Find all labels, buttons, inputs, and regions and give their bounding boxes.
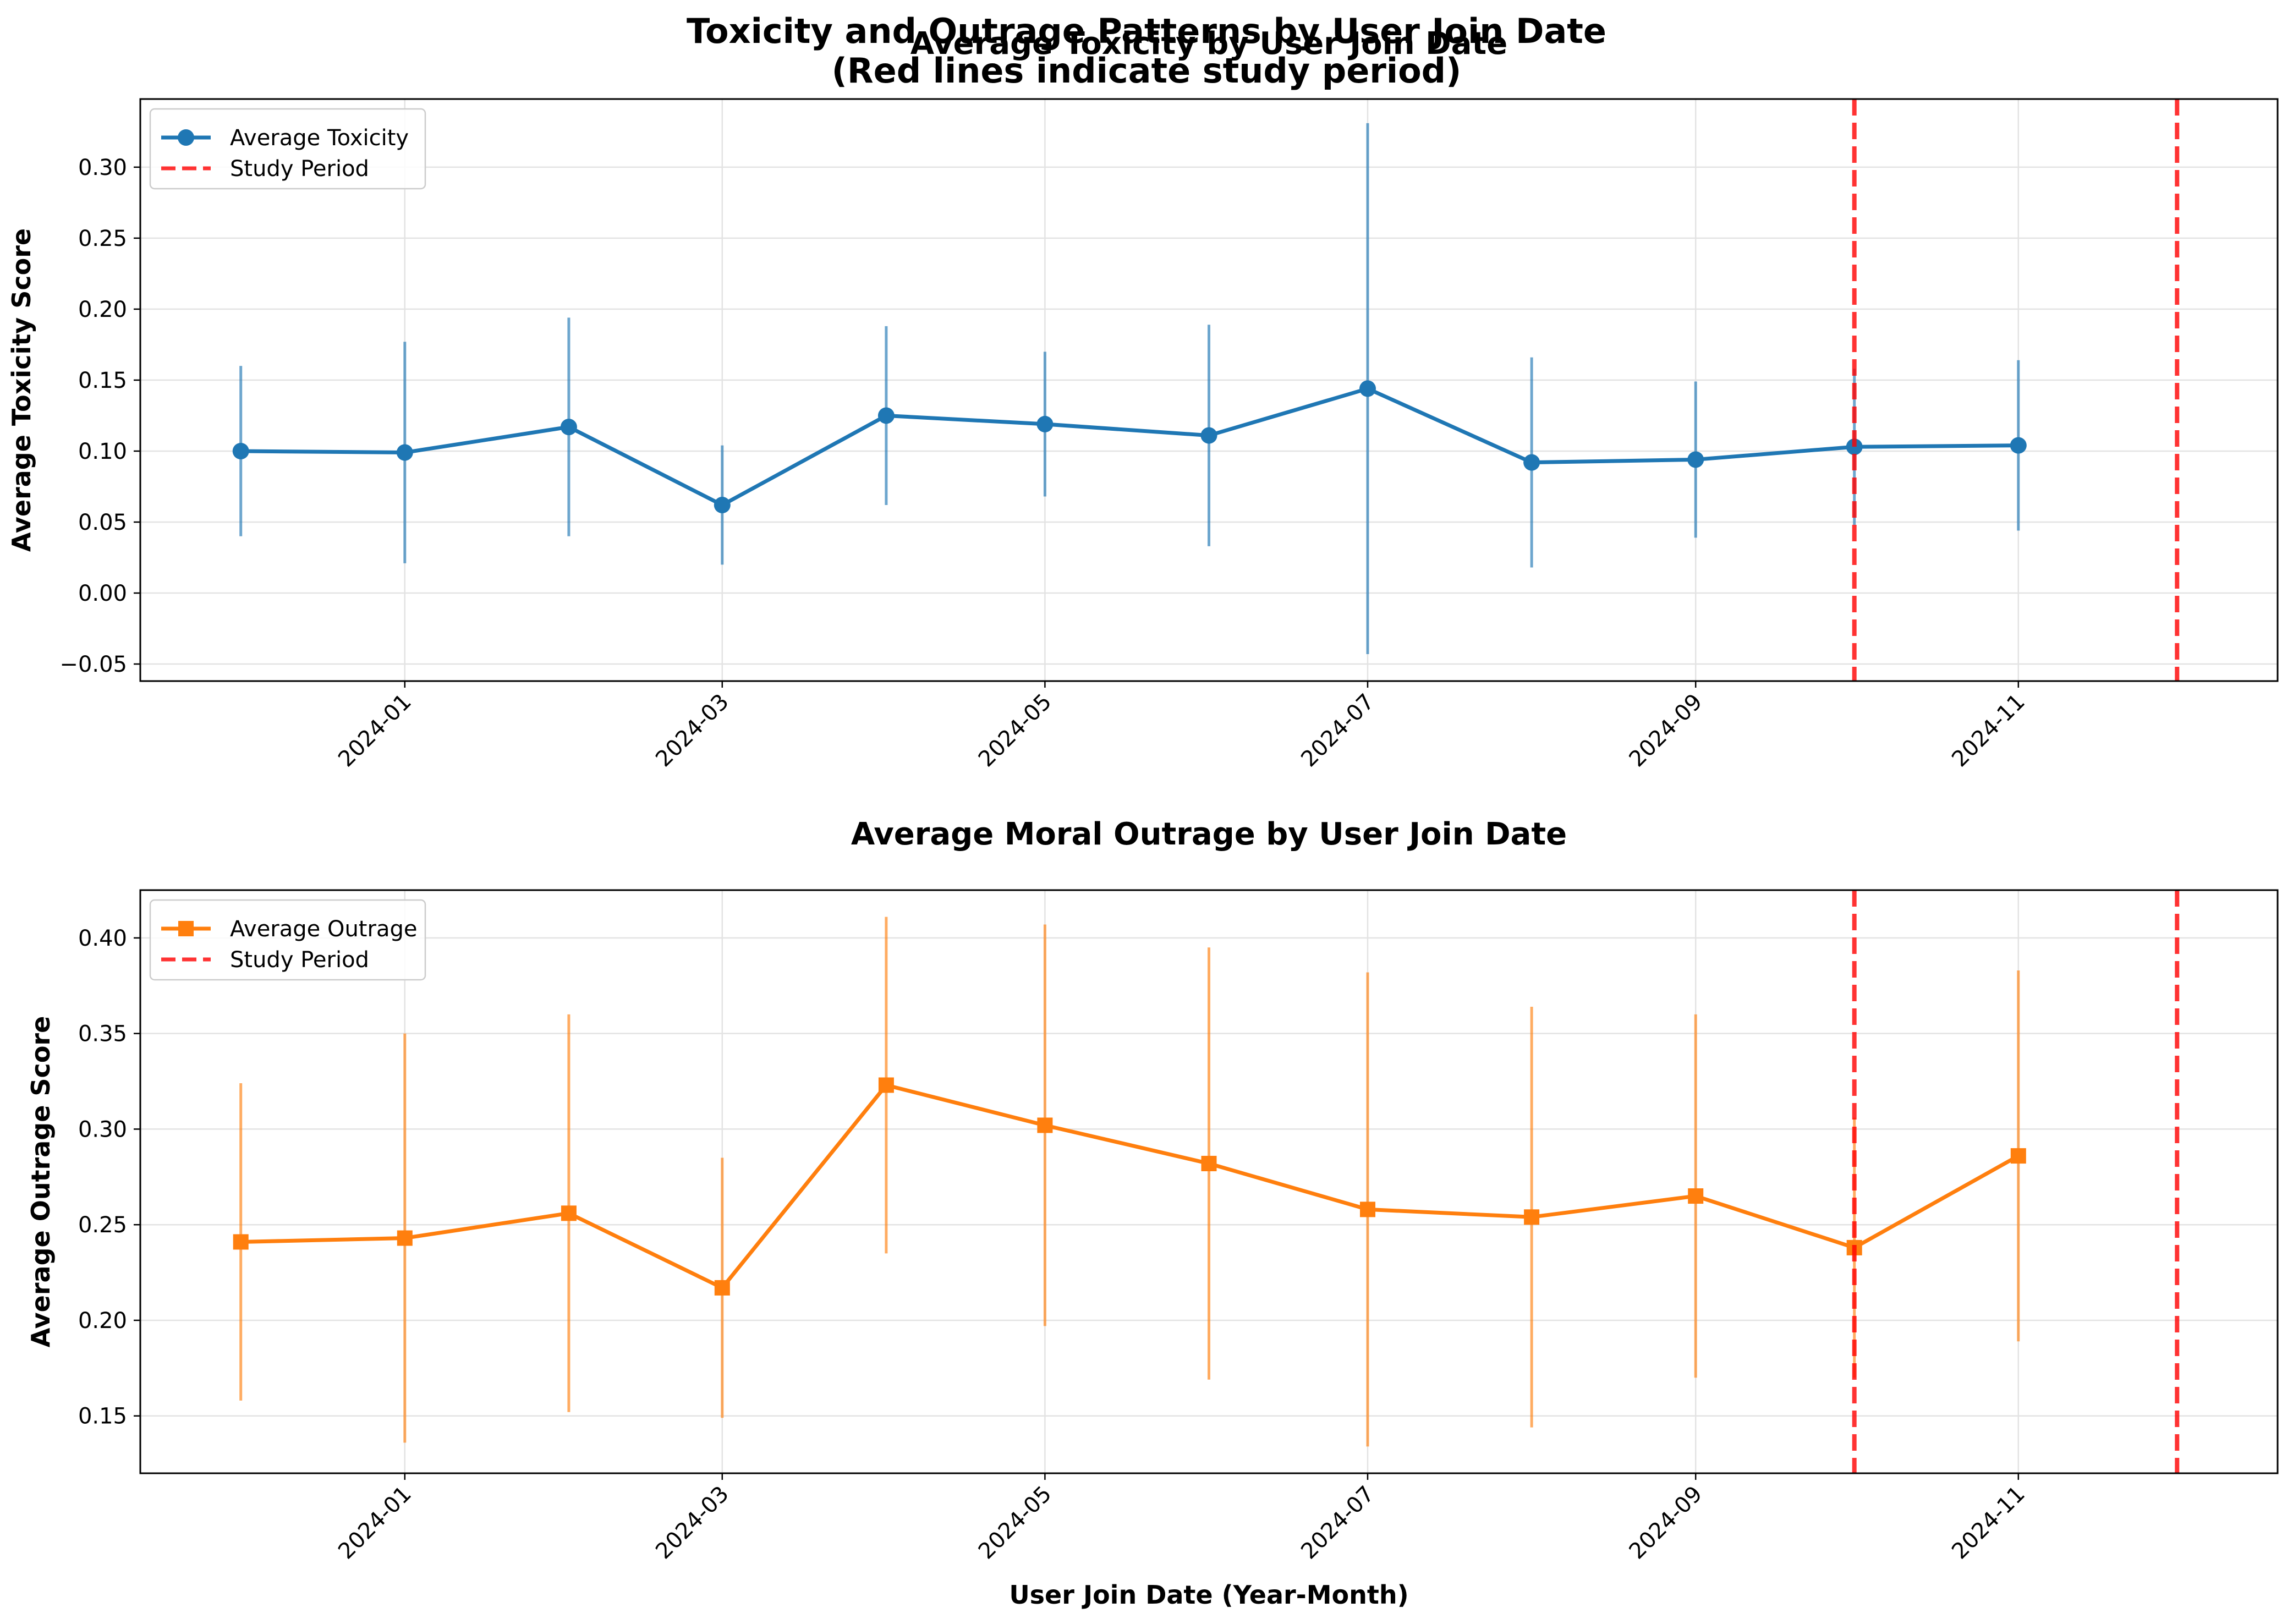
legend: Average Toxicity Study Period	[149, 108, 426, 190]
legend-study-period-label: Study Period	[230, 156, 369, 182]
y-tick-label: −0.05	[59, 652, 127, 677]
legend-study-period-label: Study Period	[230, 947, 369, 973]
data-point	[396, 444, 413, 461]
data-point	[714, 497, 731, 514]
y-tick-label: 0.15	[78, 368, 127, 393]
data-point	[1037, 1117, 1053, 1133]
data-point	[1846, 438, 1863, 456]
y-tick-label: 0.00	[78, 581, 127, 606]
data-point	[1201, 1155, 1217, 1171]
legend-series-marker	[178, 129, 194, 146]
y-tick-label: 0.30	[78, 1117, 127, 1142]
data-point	[1036, 415, 1054, 432]
data-point	[1359, 380, 1376, 397]
data-point	[877, 407, 895, 424]
legend-series-label: Average Toxicity	[230, 125, 409, 151]
data-point	[560, 419, 577, 436]
data-point	[1523, 454, 1540, 471]
x-axis-label: User Join Date (Year-Month)	[1009, 1580, 1408, 1610]
data-point	[561, 1205, 577, 1221]
chart-title: Average Moral Outrage by User Join Date	[851, 816, 1567, 852]
data-point	[1524, 1209, 1540, 1225]
series-line	[240, 386, 2018, 507]
chart-title: Average Toxicity by User Join Date	[910, 26, 1507, 62]
data-point	[878, 1077, 894, 1093]
plot-frame	[139, 889, 2279, 1474]
toxicity-chart: −0.050.000.050.100.150.200.250.302024-01…	[7, 26, 2279, 772]
data-point	[2010, 437, 2027, 454]
y-tick-label: 0.30	[78, 155, 127, 180]
data-point	[1687, 451, 1704, 468]
y-axis-label: Average Toxicity Score	[7, 228, 36, 552]
suptitle-line2: (Red lines indicate study period)	[832, 51, 1462, 91]
y-tick-label: 0.35	[78, 1022, 127, 1047]
data-point	[232, 442, 249, 459]
legend: Average Outrage Study Period	[149, 899, 426, 981]
y-tick-label: 0.25	[78, 1212, 127, 1238]
y-tick-label: 0.05	[78, 510, 127, 535]
legend-series-marker	[178, 921, 194, 936]
legend-box	[149, 899, 426, 981]
data-point	[1200, 427, 1217, 444]
suptitle-line1: Toxicity and Outrage Patterns by User Jo…	[687, 11, 1606, 51]
data-point	[233, 1234, 249, 1250]
y-tick-label: 0.10	[78, 439, 127, 464]
legend-series-label: Average Outrage	[230, 917, 417, 942]
plot-frame	[139, 98, 2279, 682]
data-point	[2010, 1148, 2026, 1164]
y-tick-label: 0.15	[78, 1404, 127, 1429]
y-tick-label: 0.20	[78, 1308, 127, 1334]
legend-box	[149, 108, 426, 190]
data-point	[1688, 1188, 1704, 1204]
y-tick-label: 0.20	[78, 297, 127, 322]
y-tick-label: 0.40	[78, 926, 127, 951]
series-line	[240, 1083, 2020, 1290]
y-axis-label: Average Outrage Score	[26, 1016, 56, 1348]
data-point	[1359, 1201, 1375, 1217]
data-point	[397, 1230, 413, 1246]
y-tick-label: 0.25	[78, 226, 127, 251]
data-point	[714, 1280, 730, 1296]
